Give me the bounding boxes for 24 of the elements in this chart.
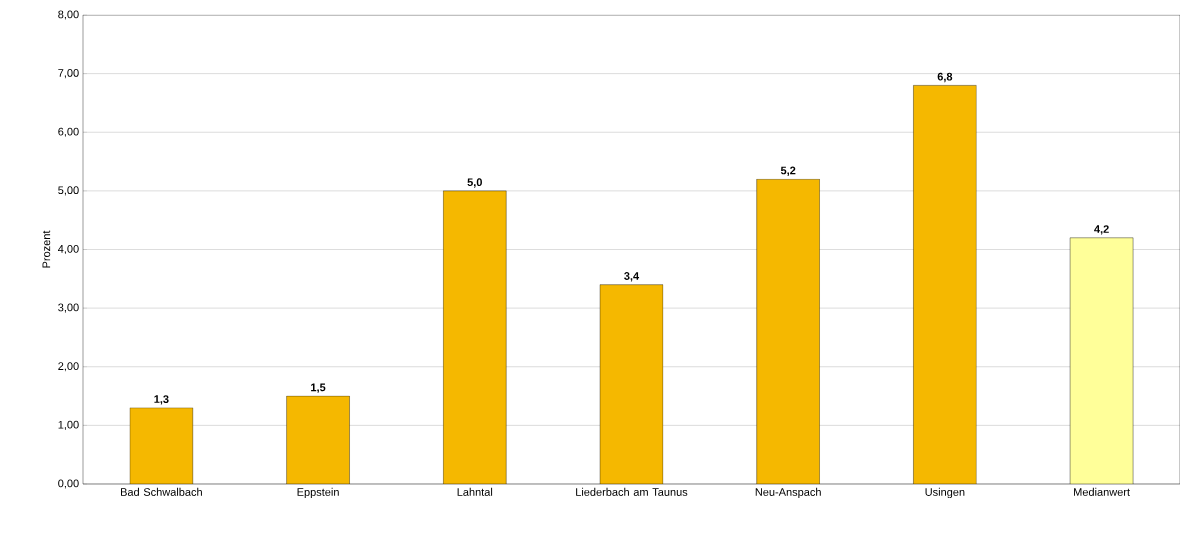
data-label: 1,3	[154, 395, 169, 405]
data-label: 5,0	[467, 178, 482, 188]
data-label: 4,2	[1094, 225, 1109, 235]
data-label: 1,5	[311, 383, 326, 393]
y-tick-label: 3,00	[58, 303, 79, 313]
x-tick-label: Usingen	[925, 487, 965, 499]
x-tick-label: Liederbach am Taunus	[576, 487, 688, 496]
x-tick-label: Lahntal	[457, 487, 493, 496]
x-tick-label: Medianwert	[1074, 487, 1130, 496]
data-label: 6,8	[937, 72, 953, 83]
y-tick-label: 1,00	[58, 420, 79, 430]
x-tick-label: Neu-Anspach	[755, 487, 821, 499]
y-tick-label: 0,00	[58, 479, 79, 489]
y-tick-label: 2,00	[58, 362, 79, 372]
y-tick-label: 6,00	[58, 127, 79, 137]
data-label: 3,4	[624, 272, 640, 282]
y-axis-title: Prozent	[42, 230, 51, 268]
y-tick-label: 7,00	[58, 69, 79, 79]
y-tick-label: 4,00	[57, 244, 79, 255]
y-tick-label: 8,00	[58, 10, 79, 20]
y-tick-label: 5,00	[58, 186, 79, 196]
x-tick-label: Bad Schwalbach	[121, 487, 202, 496]
data-label: 5,2	[780, 166, 796, 176]
x-tick-label: Eppstein	[297, 487, 339, 499]
